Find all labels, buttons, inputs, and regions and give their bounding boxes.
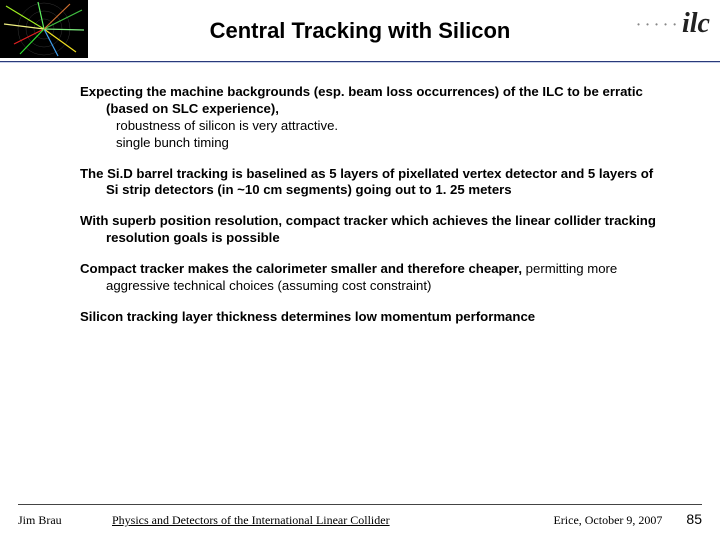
p2-lead: The Si.D barrel tracking is baselined as… (80, 166, 653, 198)
ilc-logo: • • • • • ilc (637, 8, 710, 40)
footer-row: Jim Brau Physics and Detectors of the In… (18, 511, 702, 528)
p5-lead: Silicon tracking layer thickness determi… (80, 309, 535, 324)
footer-location: Erice, October 9, 2007 (506, 513, 686, 528)
ilc-dots: • • • • • (637, 20, 678, 29)
p3-lead: With superb position resolution, compact… (80, 213, 656, 245)
p1-sub1: robustness of silicon is very attractive… (106, 118, 656, 135)
footer: Jim Brau Physics and Detectors of the In… (0, 504, 720, 528)
content: Expecting the machine backgrounds (esp. … (0, 62, 720, 326)
p1-sub2: single bunch timing (106, 135, 656, 152)
footer-divider (18, 504, 702, 505)
header: Central Tracking with Silicon • • • • • … (0, 0, 720, 62)
footer-center: Physics and Detectors of the Internation… (108, 513, 506, 528)
paragraph-4: Compact tracker makes the calorimeter sm… (80, 261, 656, 295)
p4-lead: Compact tracker makes the calorimeter sm… (80, 261, 522, 276)
p1-lead: Expecting the machine backgrounds (esp. … (80, 84, 643, 116)
paragraph-5: Silicon tracking layer thickness determi… (80, 309, 656, 326)
header-bar (0, 58, 720, 62)
slide-title: Central Tracking with Silicon (0, 18, 720, 44)
footer-author: Jim Brau (18, 513, 108, 528)
paragraph-1: Expecting the machine backgrounds (esp. … (80, 84, 656, 152)
paragraph-2: The Si.D barrel tracking is baselined as… (80, 166, 656, 200)
ilc-text: ilc (682, 8, 710, 40)
paragraph-3: With superb position resolution, compact… (80, 213, 656, 247)
footer-page-number: 85 (686, 511, 702, 527)
